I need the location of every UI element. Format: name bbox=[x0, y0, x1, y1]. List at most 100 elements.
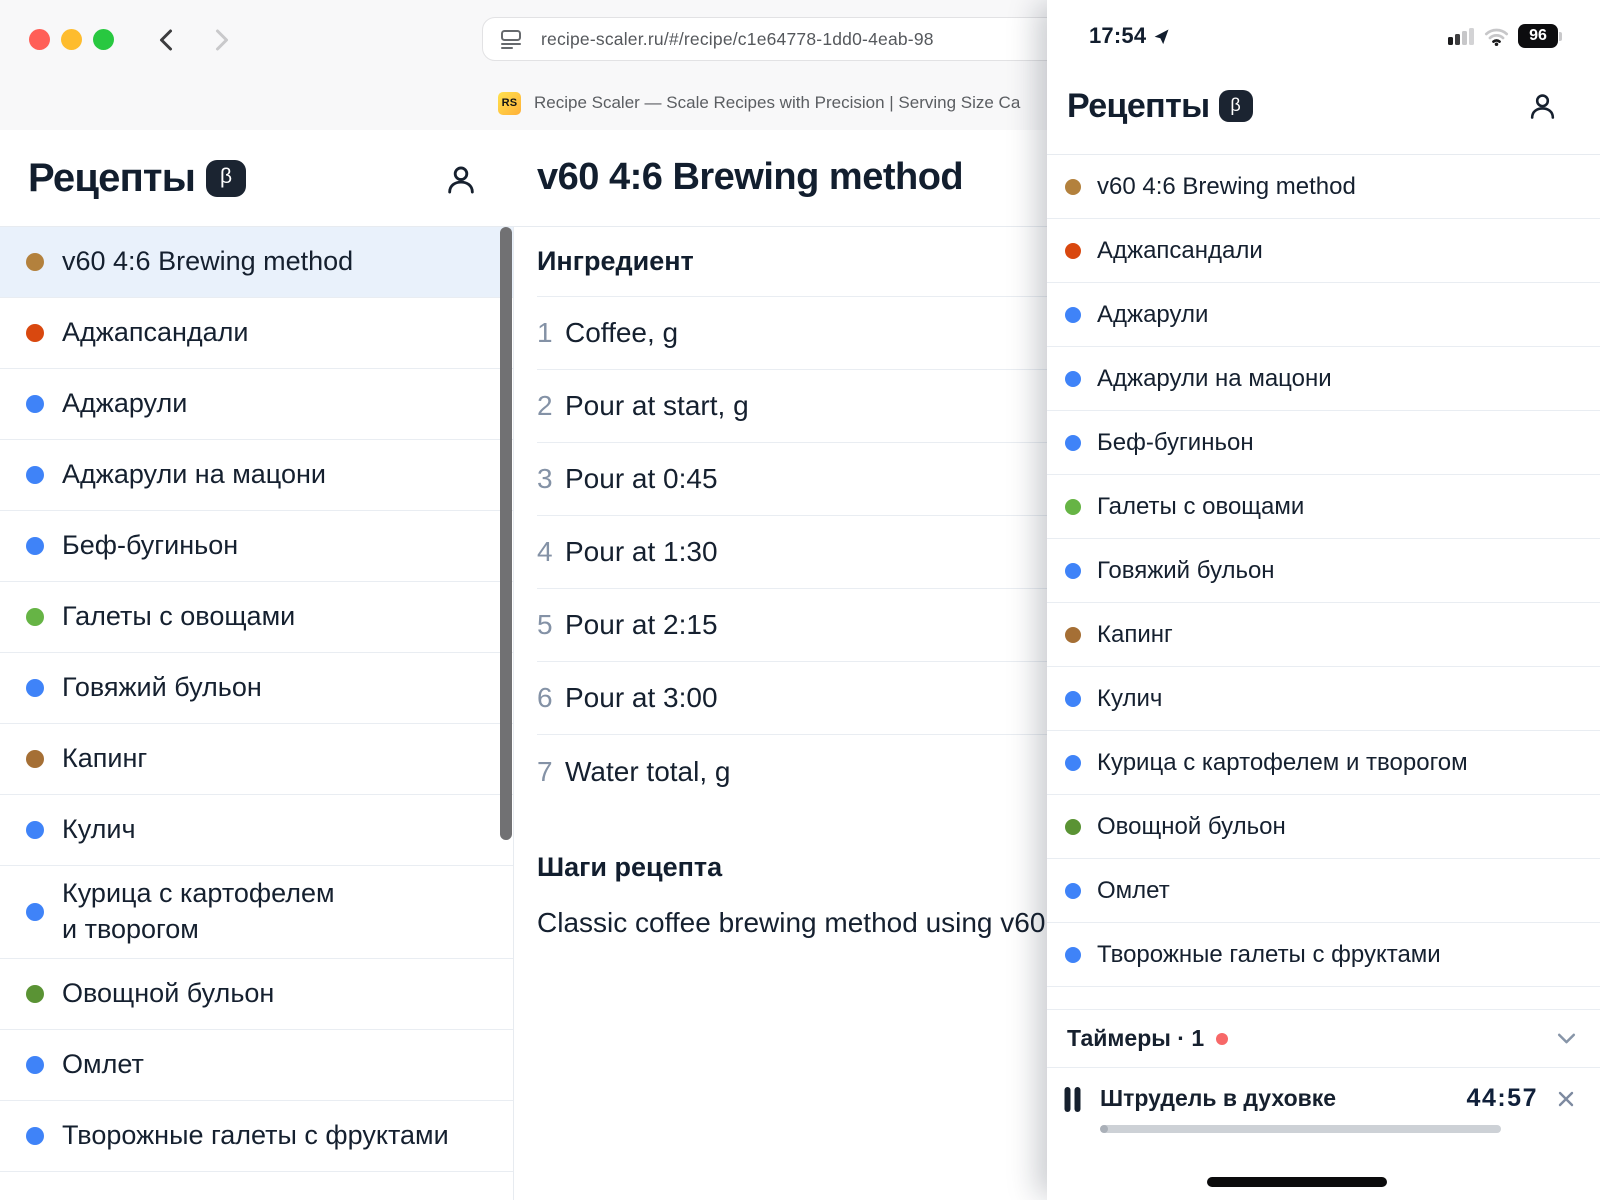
close-timer-icon[interactable] bbox=[1554, 1087, 1578, 1111]
recipe-label: v60 4:6 Brewing method bbox=[1097, 172, 1356, 200]
timer-progress-fill bbox=[1100, 1125, 1109, 1133]
recipe-label: Аджапсандали bbox=[1097, 236, 1263, 264]
mobile-recipe-list-item[interactable]: Говяжий бульон bbox=[1047, 539, 1600, 603]
minimize-window-button[interactable] bbox=[61, 29, 82, 50]
home-indicator[interactable] bbox=[1207, 1177, 1387, 1187]
mobile-recipe-list-item[interactable]: v60 4:6 Brewing method bbox=[1047, 155, 1600, 219]
recipe-color-dot bbox=[26, 466, 44, 484]
timer-name: Штрудель в духовке bbox=[1100, 1085, 1337, 1111]
mobile-profile-button[interactable] bbox=[1527, 91, 1558, 122]
mobile-recipe-list-item[interactable]: Творожные галеты с фруктами bbox=[1047, 923, 1600, 987]
reader-mode-icon[interactable] bbox=[498, 26, 524, 52]
mobile-recipe-list-item[interactable]: Курица с картофелем и творогом bbox=[1047, 731, 1600, 795]
recipe-list-item[interactable]: Аджапсандали bbox=[0, 298, 513, 369]
back-button[interactable] bbox=[152, 25, 182, 55]
mobile-recipe-list-item[interactable]: Аджарули bbox=[1047, 283, 1600, 347]
recipe-list-item[interactable]: Творожные галеты с фруктами bbox=[0, 1101, 513, 1172]
recipe-color-dot bbox=[26, 984, 44, 1003]
ingredient-number: 4 bbox=[537, 536, 553, 567]
recipe-label: Капинг bbox=[62, 743, 148, 774]
recipe-label: Омлет bbox=[1097, 876, 1170, 904]
ingredient-row[interactable]: 7 Water total, g bbox=[537, 735, 1600, 808]
recipe-list-item[interactable]: Курица с картофелем и творогом bbox=[0, 866, 513, 959]
mobile-recipe-list-item[interactable]: Капинг bbox=[1047, 603, 1600, 667]
pause-timer-button[interactable] bbox=[1064, 1084, 1081, 1133]
recipe-list-item[interactable]: Кулич bbox=[0, 795, 513, 866]
mobile-screenshot-panel: 17:54 bbox=[1047, 0, 1600, 1200]
zoom-window-button[interactable] bbox=[93, 29, 114, 50]
recipe-list-item[interactable]: Овощной бульон bbox=[0, 959, 513, 1030]
recipe-list-item[interactable]: Аджарули на мацони bbox=[0, 440, 513, 511]
close-window-button[interactable] bbox=[29, 29, 50, 50]
address-bar[interactable]: recipe-scaler.ru/#/recipe/c1e64778-1dd0-… bbox=[482, 17, 1092, 61]
mobile-recipe-list-item[interactable]: Омлет bbox=[1047, 859, 1600, 923]
recipe-color-dot bbox=[1065, 690, 1081, 707]
recipe-list-item[interactable]: v60 4:6 Brewing method bbox=[0, 227, 513, 298]
recipe-color-dot bbox=[26, 537, 44, 555]
sidebar-scrollbar[interactable] bbox=[500, 227, 512, 840]
ingredient-number: 6 bbox=[537, 682, 553, 713]
status-icons: 96 bbox=[1448, 24, 1562, 48]
chevron-down-icon[interactable] bbox=[1555, 1027, 1578, 1050]
recipe-label: v60 4:6 Brewing method bbox=[62, 246, 354, 277]
app-brand-name: Рецепты bbox=[28, 155, 196, 200]
site-favicon: RS bbox=[498, 91, 521, 115]
recipe-list-item[interactable]: Капинг bbox=[0, 724, 513, 795]
recipe-color-dot bbox=[1065, 306, 1081, 323]
recipe-color-dot bbox=[1065, 370, 1081, 387]
recipe-color-dot bbox=[26, 395, 44, 413]
mobile-recipe-list-item[interactable]: Галеты с овощами bbox=[1047, 475, 1600, 539]
profile-button[interactable] bbox=[444, 163, 478, 197]
mobile-recipe-list-item[interactable]: Аджарули на мацони bbox=[1047, 347, 1600, 411]
recipe-list: v60 4:6 Brewing method Аджапсандали Аджа… bbox=[0, 227, 513, 1172]
recipe-label: Аджапсандали bbox=[62, 317, 249, 348]
recipe-color-dot bbox=[1065, 498, 1081, 515]
ingredient-row[interactable]: 4 Pour at 1:30 bbox=[537, 516, 1600, 589]
recipe-color-dot bbox=[26, 253, 44, 271]
recipe-label: Курица с картофелем и творогом bbox=[1097, 748, 1468, 776]
ingredient-name: Pour at 1:30 bbox=[565, 536, 718, 567]
forward-button[interactable] bbox=[206, 25, 236, 55]
recipe-list-item[interactable]: Омлет bbox=[0, 1030, 513, 1101]
timers-section-header[interactable]: Таймеры · 1 bbox=[1047, 1009, 1600, 1068]
recipe-color-dot bbox=[26, 679, 44, 697]
recipe-label: Творожные галеты с фруктами bbox=[1097, 940, 1441, 968]
recipe-label: Аджарули bbox=[1097, 300, 1209, 328]
window-controls bbox=[29, 29, 114, 50]
recipe-label: Кулич bbox=[62, 814, 136, 845]
recipe-color-dot bbox=[1065, 754, 1081, 771]
recipe-list-sidebar: v60 4:6 Brewing method Аджапсандали Аджа… bbox=[0, 227, 514, 1200]
recipe-list-item[interactable]: Говяжий бульон bbox=[0, 653, 513, 724]
mobile-recipe-list-item[interactable]: Овощной бульон bbox=[1047, 795, 1600, 859]
url-text: recipe-scaler.ru/#/recipe/c1e64778-1dd0-… bbox=[541, 28, 934, 49]
recipe-label: Галеты с овощами bbox=[1097, 492, 1305, 520]
timer-row: Штрудель в духовке 44:57 bbox=[1047, 1068, 1600, 1133]
ingredient-number: 1 bbox=[537, 317, 553, 348]
recipe-list-item[interactable]: Беф-бугиньон bbox=[0, 511, 513, 582]
mobile-recipe-list-item[interactable]: Беф-бугиньон bbox=[1047, 411, 1600, 475]
person-icon bbox=[1535, 93, 1550, 107]
mobile-recipe-list-item[interactable]: Кулич bbox=[1047, 667, 1600, 731]
mobile-app-brand: Рецепты bbox=[1067, 86, 1210, 125]
person-icon bbox=[453, 166, 469, 181]
recipe-color-dot bbox=[26, 1055, 44, 1074]
recipe-color-dot bbox=[1065, 946, 1081, 963]
recipe-color-dot bbox=[26, 750, 44, 768]
steps-heading: Шаги рецепта bbox=[537, 852, 723, 882]
ingredient-number: 3 bbox=[537, 463, 553, 494]
recipe-label: Аджарули на мацони bbox=[1097, 364, 1332, 392]
ingredient-number: 5 bbox=[537, 609, 553, 640]
recipe-color-dot bbox=[26, 1126, 44, 1145]
recipe-color-dot bbox=[1065, 882, 1081, 899]
tab-bar[interactable]: RS Recipe Scaler — Scale Recipes with Pr… bbox=[498, 80, 1600, 126]
ingredient-number: 2 bbox=[537, 390, 553, 421]
recipe-list-item[interactable]: Галеты с овощами bbox=[0, 582, 513, 653]
recipe-label: Аджарули на мацони bbox=[62, 459, 326, 490]
mobile-recipe-list-item[interactable]: Аджапсандали bbox=[1047, 219, 1600, 283]
recipe-list-item[interactable]: Аджарули bbox=[0, 369, 513, 440]
app-logo[interactable]: Рецепты β bbox=[28, 130, 247, 226]
beta-badge: β bbox=[206, 159, 247, 197]
recipe-label: Овощной бульон bbox=[1097, 812, 1286, 840]
timer-active-indicator bbox=[1216, 1032, 1229, 1045]
recipe-title: v60 4:6 Brewing method bbox=[537, 155, 964, 198]
